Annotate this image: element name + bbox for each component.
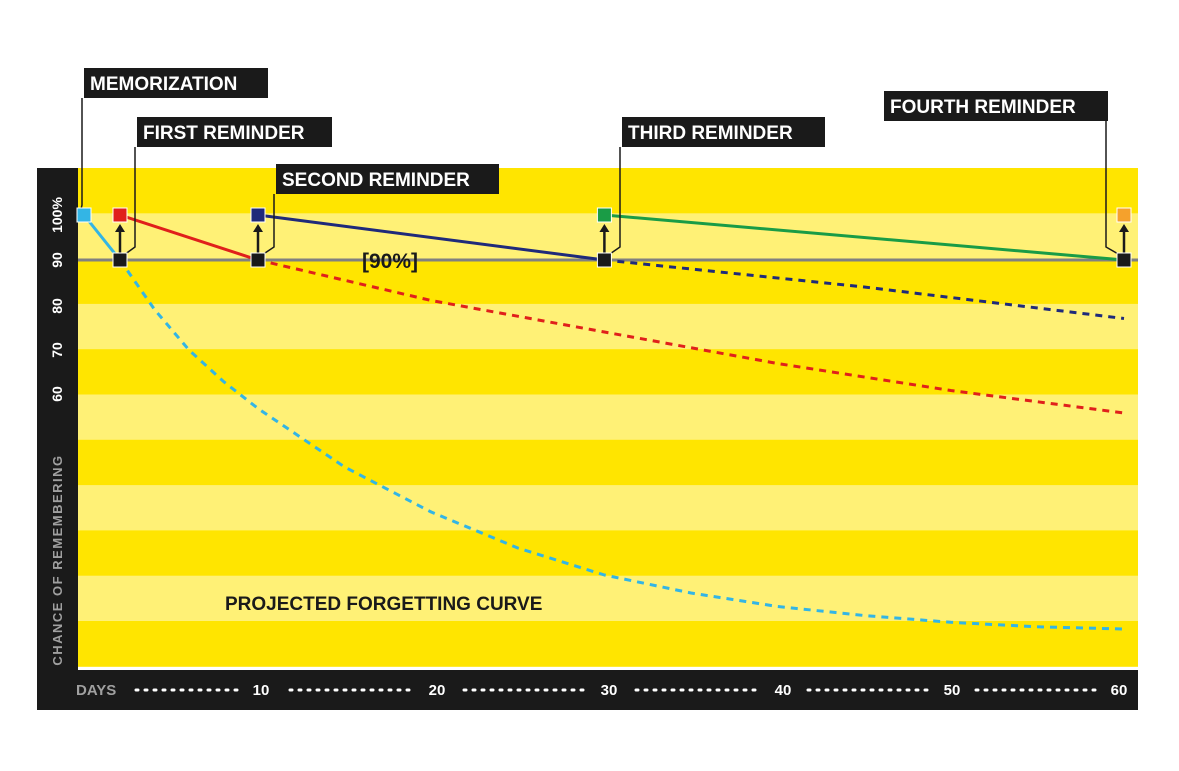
x-tick-label: 50	[944, 682, 961, 699]
event-label-box	[137, 117, 332, 147]
event-label-box	[884, 91, 1108, 121]
x-tick-label: 60	[1111, 682, 1128, 699]
data-marker	[112, 207, 128, 223]
background-band	[78, 530, 1138, 577]
data-marker	[1116, 207, 1132, 223]
y-tick-label: 80	[49, 298, 65, 314]
data-marker	[1116, 252, 1132, 268]
data-marker	[596, 252, 612, 268]
data-marker	[250, 207, 266, 223]
x-axis-label: DAYS	[76, 682, 116, 699]
event-label: SECOND REMINDER	[282, 170, 470, 191]
event-label: MEMORIZATION	[90, 74, 237, 95]
event-label: FIRST REMINDER	[143, 123, 305, 144]
y-tick-label: 90	[49, 252, 65, 268]
event-label-box	[84, 68, 268, 98]
projected-curve-label: PROJECTED FORGETTING CURVE	[225, 594, 542, 615]
series-markers	[76, 207, 1132, 268]
x-tick-label: 30	[601, 682, 618, 699]
event-label-box	[276, 164, 499, 194]
reminder-decay-line	[604, 213, 1125, 262]
reminder-arrow-head	[1119, 224, 1129, 232]
event-label-box	[622, 117, 825, 147]
reminder-arrow-head	[253, 224, 263, 232]
y-axis-bar	[37, 168, 78, 710]
event-labels: MEMORIZATION FIRST REMINDER SECOND REMINDE…	[84, 68, 1108, 194]
event-label: FOURTH REMINDER	[890, 97, 1076, 118]
x-tick-label: 10	[253, 682, 270, 699]
data-marker	[250, 252, 266, 268]
background-band	[78, 303, 1138, 350]
projected-forgetting-line	[257, 258, 1125, 415]
reminder-decay-line	[119, 213, 259, 262]
event-leader-line	[607, 147, 621, 256]
background-band	[78, 394, 1138, 441]
reminder-arrow-head	[599, 224, 610, 232]
background-band	[78, 168, 1138, 214]
data-marker	[76, 207, 92, 223]
y-tick-label: 100%	[49, 197, 65, 233]
x-tick-label: 20	[429, 682, 446, 699]
event-label: THIRD REMINDER	[628, 123, 793, 144]
background-band	[78, 439, 1138, 486]
background-band	[78, 575, 1138, 622]
y-tick-label: 70	[49, 342, 65, 358]
background-band	[78, 485, 1138, 531]
y-ticks: 100% 90 80 70 60	[49, 197, 65, 402]
x-axis: DAYS 10 20 30 40 50 60	[76, 682, 1127, 699]
data-marker	[596, 207, 612, 223]
projected-forgetting-line	[118, 259, 1125, 631]
background-band	[78, 349, 1138, 395]
data-marker	[112, 252, 128, 268]
reminder-decay-line	[257, 213, 605, 262]
x-tick-label: 40	[775, 682, 792, 699]
projected-forgetting-line	[604, 258, 1125, 320]
event-leader-line	[123, 147, 136, 256]
reminder-arrows	[115, 224, 1129, 254]
series-lines	[82, 213, 1125, 631]
reminder-arrow-head	[115, 224, 125, 232]
y-tick-label: 60	[49, 386, 65, 402]
y-axis-label: CHANCE OF REMEMBERING	[50, 454, 65, 665]
event-leader-line	[261, 194, 275, 256]
threshold-label: [90%]	[362, 250, 418, 273]
event-leader-line	[1105, 121, 1121, 256]
background-bands	[78, 168, 1138, 667]
background-band	[78, 621, 1138, 667]
